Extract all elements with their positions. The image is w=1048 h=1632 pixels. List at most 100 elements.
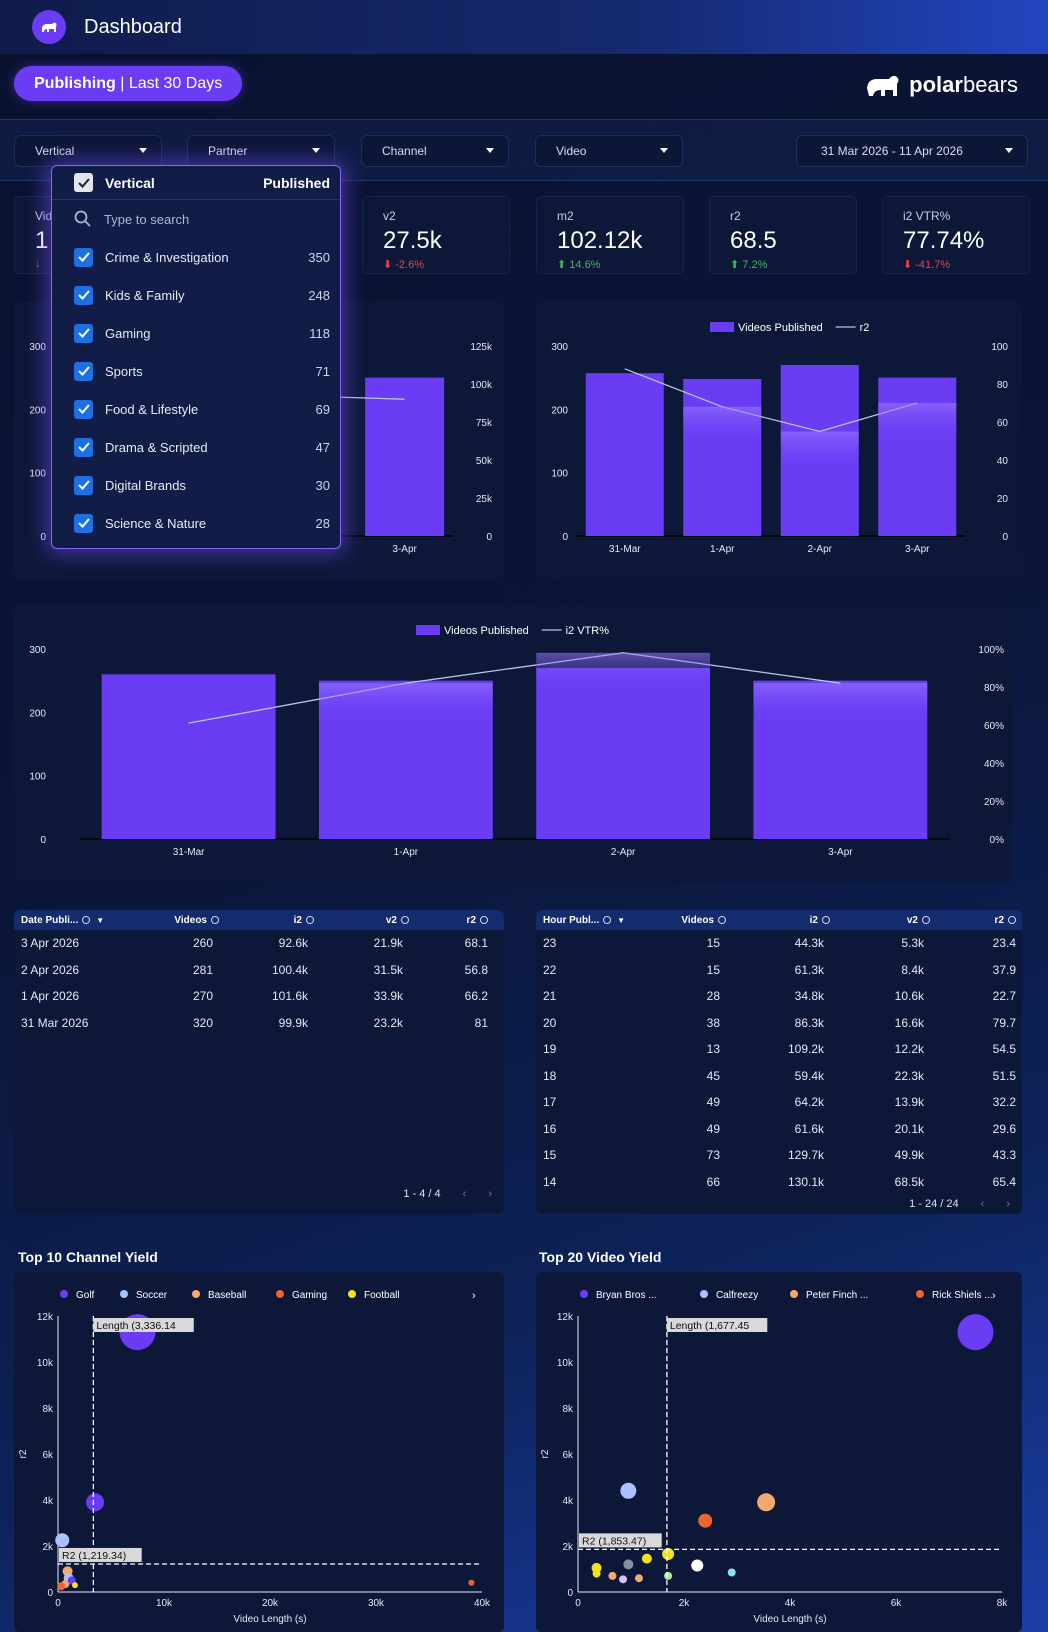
series-line <box>188 652 841 724</box>
data-point <box>623 1559 634 1570</box>
x-tick-label: 30k <box>368 1598 385 1609</box>
info-icon <box>822 916 830 924</box>
bear-icon <box>42 22 57 32</box>
kpi-label: r2 <box>730 209 741 223</box>
table-row[interactable]: 18 45 59.4k 22.3k 51.5 <box>536 1063 1022 1090</box>
table-cell: 61.6k <box>794 1121 824 1136</box>
table-row[interactable]: 17 49 64.2k 13.9k 32.2 <box>536 1089 1022 1116</box>
table-cell: 16.6k <box>894 1015 924 1030</box>
vertical-option[interactable]: Gaming 118 <box>52 314 340 352</box>
table-cell: 56.8 <box>464 962 488 977</box>
option-label: Science & Nature <box>105 515 207 531</box>
col-v2-label: v2 <box>385 914 397 926</box>
prev-page-icon[interactable]: ‹ <box>980 1198 985 1210</box>
option-checkbox[interactable] <box>74 285 93 305</box>
ref-label-y-bg <box>579 1533 662 1548</box>
info-icon <box>401 916 409 924</box>
line-highlight <box>878 403 957 443</box>
channel-dropdown[interactable]: Channel <box>361 135 509 167</box>
data-point <box>57 1582 66 1591</box>
data-point <box>608 1571 617 1580</box>
video-dropdown[interactable]: Video <box>535 135 683 167</box>
option-count: 30 <box>315 477 330 493</box>
table-row[interactable]: 2 Apr 2026 281 100.4k 31.5k 56.8 <box>14 957 504 984</box>
app-logo[interactable] <box>32 10 66 44</box>
prev-page-icon[interactable]: ‹ <box>462 1188 467 1200</box>
col-videos[interactable]: Videos <box>656 915 726 926</box>
bar-line-chart-r2: 0 100 200 300 0 20 40 60 80 100 31-Mar 1-Apr 2-Apr 3-… <box>551 322 1009 555</box>
sort-desc-icon[interactable]: ▼ <box>617 915 626 925</box>
table-row[interactable]: 22 15 61.3k 8.4k 37.9 <box>536 957 1022 984</box>
polar-bear-icon <box>867 75 899 96</box>
kpi-card-v2: v2 27.5k ⬇ -2.6% <box>362 196 510 274</box>
table-row[interactable]: 14 66 130.1k 68.5k 65.4 <box>536 1169 1022 1196</box>
partner-dropdown[interactable]: Partner <box>187 135 335 167</box>
table-row[interactable]: 1 Apr 2026 270 101.6k 33.9k 66.2 <box>14 983 504 1010</box>
col-videos-label: Videos <box>174 914 207 926</box>
table-row[interactable]: 15 73 129.7k 49.9k 43.3 <box>536 1142 1022 1169</box>
y2-tick-label: 40 <box>997 456 1009 467</box>
option-checkbox[interactable] <box>74 475 93 495</box>
kpi-delta: ⬆ 14.6% <box>557 259 601 271</box>
table-cell: 320 <box>192 1015 213 1030</box>
select-all-checkbox[interactable] <box>74 173 93 192</box>
table-cell: 34.8k <box>794 989 824 1004</box>
next-page-icon[interactable]: › <box>1006 1198 1010 1210</box>
vertical-dropdown[interactable]: Vertical <box>14 135 162 167</box>
col-i2[interactable]: i2 <box>219 915 314 926</box>
option-checkbox[interactable] <box>74 513 93 533</box>
sort-desc-icon[interactable]: ▼ <box>96 915 105 925</box>
vertical-option[interactable]: Sports 71 <box>52 352 340 390</box>
channel-dropdown-label: Channel <box>382 144 427 158</box>
vertical-option[interactable]: Drama & Scripted 47 <box>52 428 340 466</box>
legend-next-icon: › <box>992 1290 996 1302</box>
col-date[interactable]: Date Publi... ▼ <box>14 915 134 926</box>
table-cell: 270 <box>192 989 213 1004</box>
ref-label-x: Length (1,677.45 <box>670 1320 750 1332</box>
legend-label: Videos Published <box>444 625 529 637</box>
table-row[interactable]: 3 Apr 2026 260 92.6k 21.9k 68.1 <box>14 930 504 957</box>
date-range-picker[interactable]: 31 Mar 2026 - 11 Apr 2026 <box>796 135 1028 167</box>
vertical-option[interactable]: Crime & Investigation 350 <box>52 238 340 276</box>
section-pill[interactable]: Publishing | Last 30 Days <box>14 66 243 101</box>
option-checkbox[interactable] <box>74 247 93 267</box>
table-row[interactable]: 31 Mar 2026 320 99.9k 23.2k 81 <box>14 1010 504 1037</box>
option-checkbox[interactable] <box>74 399 93 419</box>
filter-bar: Vertical Partner Channel Video 31 Mar 20… <box>0 119 1048 181</box>
legend-label: Peter Finch ... <box>806 1290 868 1301</box>
option-checkbox[interactable] <box>74 361 93 381</box>
y2-tick-label: 60 <box>997 418 1009 429</box>
table-row[interactable]: 20 38 86.3k 16.6k 79.7 <box>536 1010 1022 1037</box>
col-i2-label: i2 <box>293 914 302 926</box>
option-checkbox[interactable] <box>74 323 93 343</box>
col-videos[interactable]: Videos <box>134 915 219 926</box>
y-tick-label: 100 <box>29 469 46 480</box>
table-cell: 81 <box>474 1015 488 1030</box>
col-i2[interactable]: i2 <box>726 915 830 926</box>
vertical-option[interactable]: Kids & Family 248 <box>52 276 340 314</box>
vertical-option[interactable]: Food & Lifestyle 69 <box>52 390 340 428</box>
date-range-label: 31 Mar 2026 - 11 Apr 2026 <box>821 144 963 158</box>
vertical-option[interactable]: Digital Brands 30 <box>52 466 340 504</box>
table-cell: 21 <box>543 989 557 1004</box>
popup-search[interactable]: Type to search <box>52 200 340 238</box>
option-checkbox[interactable] <box>74 437 93 457</box>
vertical-option[interactable]: Science & Nature 28 <box>52 504 340 542</box>
table-row[interactable]: 16 49 61.6k 20.1k 29.6 <box>536 1116 1022 1143</box>
table-cell: 8.4k <box>901 962 924 977</box>
check-icon <box>77 518 90 528</box>
table-cell: 64.2k <box>794 1095 824 1110</box>
table-row[interactable]: 19 13 109.2k 12.2k 54.5 <box>536 1036 1022 1063</box>
y-tick-label: 2k <box>42 1542 54 1553</box>
next-page-icon[interactable]: › <box>488 1188 492 1200</box>
col-v2[interactable]: v2 <box>830 915 930 926</box>
col-r2[interactable]: r2 <box>930 915 1022 926</box>
table-row[interactable]: 23 15 44.3k 5.3k 23.4 <box>536 930 1022 957</box>
table-row[interactable]: 21 28 34.8k 10.6k 22.7 <box>536 983 1022 1010</box>
info-icon <box>922 916 930 924</box>
col-r2[interactable]: r2 <box>409 915 494 926</box>
data-point <box>468 1579 475 1586</box>
col-v2[interactable]: v2 <box>314 915 409 926</box>
col-hour[interactable]: Hour Publ... ▼ <box>536 915 656 926</box>
data-point <box>957 1314 994 1351</box>
